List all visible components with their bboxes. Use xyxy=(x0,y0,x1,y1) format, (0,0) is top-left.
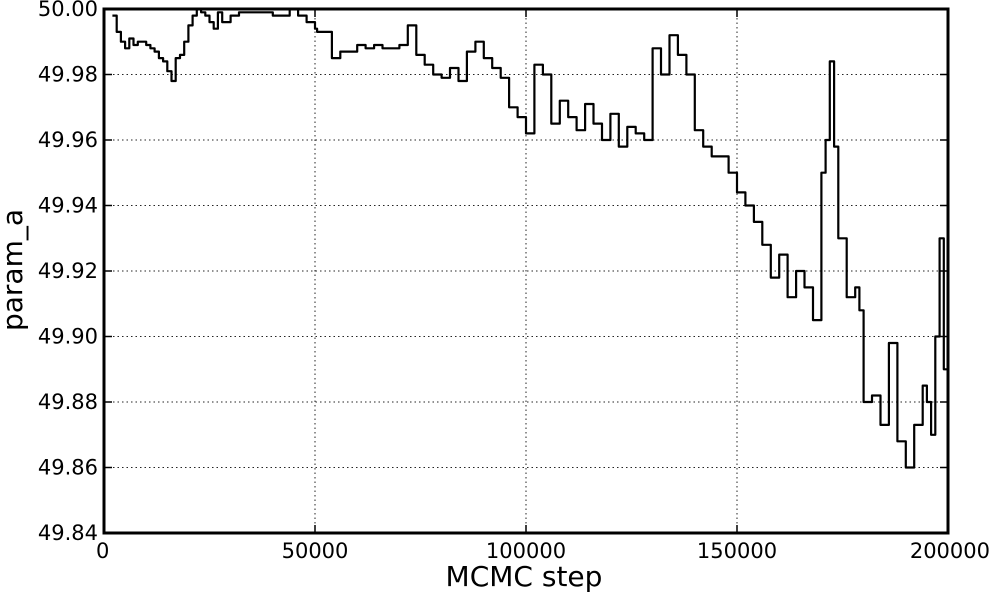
y-tick-label: 49.98 xyxy=(38,63,98,87)
series-line xyxy=(112,7,950,484)
x-tick-labels: 0 50000 100000 150000 200000 xyxy=(96,539,990,563)
x-tick-label: 200000 xyxy=(910,539,990,563)
y-tick-label: 49.96 xyxy=(38,128,98,152)
x-tick-label: 50000 xyxy=(282,539,349,563)
x-tick-label: 100000 xyxy=(486,539,566,563)
y-tick-label: 50.00 xyxy=(38,0,98,21)
x-tick-label: 0 xyxy=(96,539,109,563)
y-tick-label: 49.90 xyxy=(38,325,98,349)
y-tick-labels: 49.84 49.86 49.88 49.90 49.92 49.94 49.96 49.98… xyxy=(38,0,98,545)
y-tick-label: 49.84 xyxy=(38,521,98,545)
y-tick-label: 49.88 xyxy=(38,390,98,414)
y-tick-label: 49.94 xyxy=(38,194,98,218)
grid xyxy=(104,9,948,533)
plot-frame xyxy=(102,7,950,535)
y-tick-label: 49.92 xyxy=(38,259,98,283)
y-tick-label: 49.86 xyxy=(38,456,98,480)
x-tick-label: 150000 xyxy=(697,539,777,563)
x-axis-label: MCMC step xyxy=(446,560,603,593)
y-axis-label: param_a xyxy=(0,209,29,331)
